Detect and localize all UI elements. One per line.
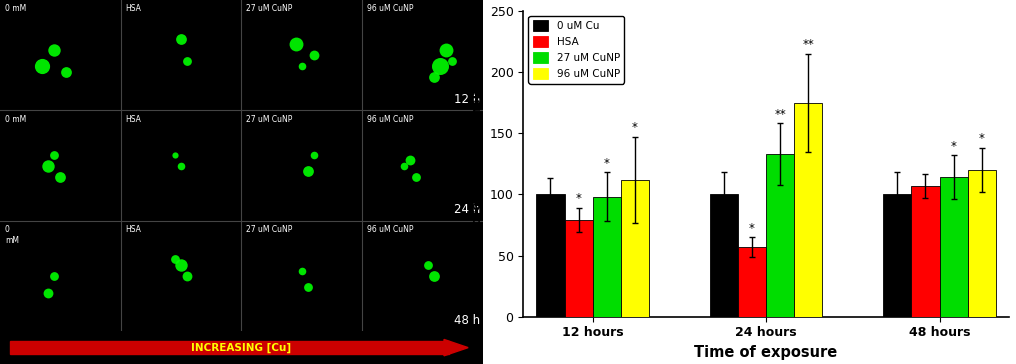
Bar	[883, 194, 911, 317]
Point	[438, 47, 454, 53]
Text: 96 uM CuNP: 96 uM CuNP	[367, 225, 414, 234]
Bar	[967, 170, 996, 317]
Y-axis label: Fluorescence Intensity: Fluorescence Intensity	[471, 79, 484, 249]
Text: 0
mM: 0 mM	[5, 225, 19, 245]
Text: 96 uM CuNP: 96 uM CuNP	[367, 4, 414, 13]
Bar	[10, 341, 449, 354]
Point	[294, 63, 310, 69]
Bar	[795, 103, 822, 317]
Text: **: **	[774, 108, 786, 121]
Point	[46, 47, 62, 53]
Point	[173, 262, 189, 268]
Text: **: **	[803, 38, 814, 51]
Point	[46, 152, 62, 158]
Point	[173, 163, 189, 169]
Bar	[565, 220, 592, 317]
Text: *: *	[576, 193, 581, 205]
Point	[173, 36, 189, 41]
Text: HSA: HSA	[126, 115, 141, 124]
Text: *: *	[951, 140, 956, 153]
Point	[306, 52, 322, 58]
Text: 12 h: 12 h	[454, 93, 481, 106]
Point	[52, 174, 68, 179]
Text: HSA: HSA	[126, 4, 141, 13]
Point	[288, 41, 304, 47]
Point	[427, 74, 443, 80]
Text: INCREASING [Cu]: INCREASING [Cu]	[191, 343, 292, 353]
Bar	[738, 247, 766, 317]
Point	[306, 152, 322, 158]
Bar	[592, 197, 621, 317]
Text: 24 h: 24 h	[454, 203, 481, 217]
Bar	[766, 154, 795, 317]
Point	[421, 262, 437, 268]
Point	[294, 268, 310, 273]
Bar	[710, 194, 738, 317]
Text: 96 uM CuNP: 96 uM CuNP	[367, 115, 414, 124]
Text: 0 mM: 0 mM	[5, 115, 26, 124]
Point	[41, 290, 57, 296]
Bar	[911, 186, 940, 317]
Text: 0 mM: 0 mM	[5, 4, 26, 13]
Text: 27 uM CuNP: 27 uM CuNP	[246, 225, 293, 234]
Text: 27 uM CuNP: 27 uM CuNP	[246, 115, 293, 124]
Text: *: *	[749, 222, 755, 235]
Point	[427, 273, 443, 279]
Text: HSA: HSA	[126, 225, 141, 234]
Point	[41, 163, 57, 169]
Point	[408, 174, 425, 179]
Bar	[536, 194, 565, 317]
Point	[402, 157, 419, 163]
Point	[432, 63, 448, 69]
Point	[396, 163, 412, 169]
Text: *: *	[632, 122, 638, 134]
Point	[179, 273, 195, 279]
Point	[444, 58, 460, 64]
Point	[46, 273, 62, 279]
Bar	[621, 180, 649, 317]
Point	[179, 58, 195, 64]
Text: *: *	[978, 132, 985, 146]
Bar	[940, 177, 967, 317]
Point	[167, 257, 183, 262]
Point	[300, 284, 316, 290]
Point	[35, 63, 51, 69]
Point	[167, 152, 183, 158]
Text: 48 h: 48 h	[454, 314, 481, 327]
Point	[58, 69, 74, 75]
Polygon shape	[444, 339, 468, 356]
Legend: 0 uM Cu, HSA, 27 uM CuNP, 96 uM CuNP: 0 uM Cu, HSA, 27 uM CuNP, 96 uM CuNP	[528, 16, 624, 83]
Point	[300, 168, 316, 174]
Text: 27 uM CuNP: 27 uM CuNP	[246, 4, 293, 13]
Text: *: *	[604, 157, 610, 170]
X-axis label: Time of exposure: Time of exposure	[695, 345, 837, 360]
